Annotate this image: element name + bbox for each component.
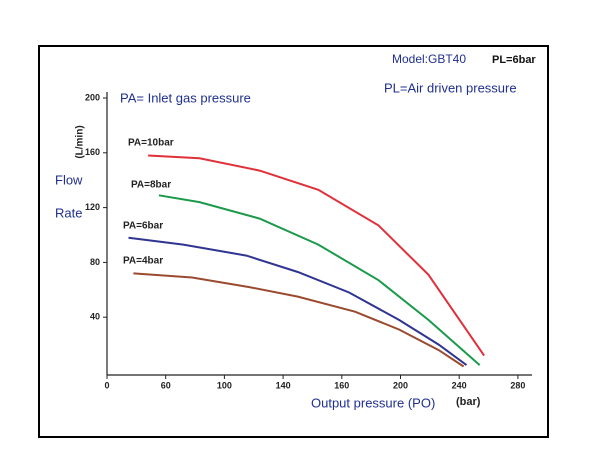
x-tick-label: 140 [276,380,291,390]
y-label: Rate [55,205,82,220]
x-tick-label: 280 [510,380,525,390]
x-tick-label: 100 [217,380,232,390]
series-label: PA=10bar [128,138,174,149]
x-tick-label: 0 [104,380,109,390]
x-label: Output pressure (PO) [311,395,435,410]
y-label: Flow [55,172,83,187]
series-line [128,236,468,366]
series-line [148,154,485,357]
y-tick-label: 200 [85,92,100,102]
pl-note: PL=Air driven pressure [384,80,517,95]
y-tick-label: 40 [90,312,100,322]
series-label: PA=4bar [123,256,163,267]
x-tick-label: 160 [334,380,349,390]
x-tick-label: 240 [452,380,467,390]
x-tick-label: 60 [161,380,171,390]
y-tick-label: 80 [90,257,100,267]
x-tick-label: 200 [393,380,408,390]
series-label: PA=6bar [123,221,163,232]
series-line [133,272,465,368]
y-unit: (L/min) [75,125,86,158]
y-tick-label: 160 [85,147,100,157]
frame [38,45,549,438]
model: Model:GBT40 [392,52,466,66]
y-tick-label: 120 [85,202,100,212]
x-unit: (bar) [456,396,481,408]
pl: PL=6bar [492,54,536,66]
pa-note: PA= Inlet gas pressure [120,90,251,105]
series-line [158,194,481,366]
series-label: PA=8bar [131,180,171,191]
